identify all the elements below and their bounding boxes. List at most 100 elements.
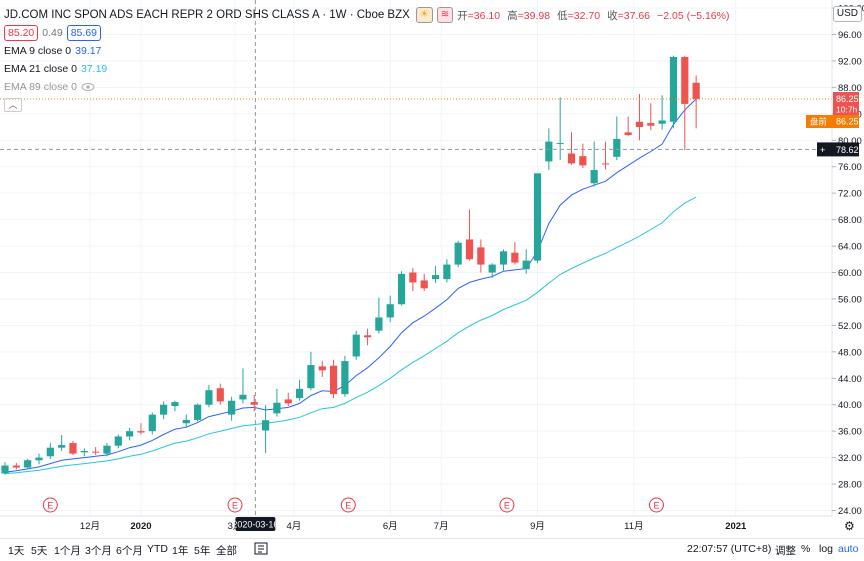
earnings-marker[interactable]: E: [227, 497, 243, 513]
candle: [409, 267, 417, 292]
candle-body: [431, 275, 440, 280]
earnings-letter: E: [345, 501, 351, 511]
candle: [318, 361, 326, 377]
candle: [216, 383, 224, 405]
eye-hidden-icon[interactable]: [81, 82, 95, 92]
y-tick-label: 44.00: [838, 374, 862, 385]
high-label: 高: [507, 9, 518, 22]
y-tick-label: 64.00: [838, 242, 862, 253]
close-value: =37.66: [617, 9, 651, 22]
range-all[interactable]: 全部: [216, 545, 237, 557]
candle-body: [160, 404, 168, 415]
candle-body: [488, 264, 496, 273]
auto-toggle[interactable]: auto: [838, 543, 859, 555]
candle: [431, 265, 440, 284]
y-tick-label: 68.00: [838, 215, 862, 226]
settings-gear-icon[interactable]: ⚙: [844, 519, 855, 533]
price-axis[interactable]: 24.00 28.00 32.00 36.00 40.00 44.00 48.00 52.00…: [806, 0, 864, 533]
ema21-line: [4, 196, 697, 474]
candle-body: [522, 260, 530, 270]
candle-body: [69, 443, 77, 454]
candle: [160, 401, 168, 420]
ask-price[interactable]: 85.69: [66, 25, 101, 41]
range-ytd[interactable]: YTD: [147, 543, 168, 555]
candle: [92, 447, 100, 455]
ema89-legend[interactable]: EMA 89 close 0: [4, 78, 733, 96]
candle: [443, 259, 451, 283]
y-tick-label: 28.00: [838, 480, 862, 491]
crosshair-price-text: 78.62: [836, 145, 859, 155]
candle-body: [681, 56, 689, 104]
candles-layer: [1, 55, 700, 475]
candle-body: [658, 120, 666, 124]
candle: [58, 435, 66, 451]
ema21-name: EMA 21 close 0: [4, 63, 77, 75]
candle-body: [194, 404, 202, 420]
range-1m[interactable]: 1个月: [54, 545, 81, 557]
log-toggle[interactable]: log: [819, 543, 834, 555]
earnings-marker[interactable]: E: [648, 497, 664, 513]
x-tick-label: 12月: [80, 521, 100, 532]
open-value: =36.10: [467, 9, 501, 22]
candle: [397, 271, 406, 306]
last-price-text: 86.25: [836, 94, 859, 104]
candle-body: [363, 335, 372, 338]
market-open-icon[interactable]: ☀: [415, 7, 433, 23]
candle-body: [261, 420, 270, 431]
candle: [228, 396, 236, 421]
y-tick-label: 80.00: [838, 136, 862, 147]
adjust-toggle[interactable]: 调整: [775, 545, 796, 557]
range-1d[interactable]: 1天: [8, 545, 25, 557]
range-3m[interactable]: 3个月: [85, 545, 112, 557]
candle-body: [454, 242, 462, 265]
candle-body: [545, 141, 553, 162]
percent-toggle[interactable]: %: [801, 543, 811, 555]
candle-body: [590, 170, 598, 184]
ema21-layer: [4, 196, 697, 474]
earnings-marker[interactable]: E: [499, 497, 515, 513]
candle-body: [477, 247, 485, 265]
range-5d[interactable]: 5天: [31, 545, 48, 557]
legend-toggle-row: ︿: [4, 96, 733, 114]
bid-price[interactable]: 85.20: [4, 25, 39, 41]
candle: [635, 94, 644, 141]
candle: [307, 351, 315, 391]
candle: [329, 359, 338, 399]
price-chart[interactable]: 24.00 28.00 32.00 36.00 40.00 44.00 48.00 52.00…: [0, 0, 864, 538]
candle-body: [171, 402, 179, 407]
time-axis[interactable]: 12月 2020 3月 4月 6月 7月 9月 11月 2021 2020-03-16: [0, 515, 832, 532]
candle: [511, 242, 519, 265]
range-5y[interactable]: 5年: [194, 545, 211, 557]
data-delay-icon[interactable]: ≋: [436, 7, 454, 23]
earnings-marker[interactable]: E: [340, 497, 356, 513]
candle: [613, 116, 621, 161]
clock-time[interactable]: 22:07:57 (UTC+8): [687, 543, 772, 555]
ema21-legend[interactable]: EMA 21 close 0 37.19: [4, 60, 733, 78]
compare-icon[interactable]: [254, 542, 268, 558]
earnings-circle: [648, 497, 664, 513]
change-value: −2.05 (−5.16%): [657, 9, 730, 22]
candle: [35, 453, 43, 465]
range-1y[interactable]: 1年: [172, 545, 189, 557]
x-tick-label: 11月: [624, 521, 643, 532]
x-tick-label: 4月: [287, 521, 302, 532]
candle-body: [24, 460, 32, 468]
candle-body: [137, 431, 145, 433]
range-6m[interactable]: 6个月: [116, 545, 143, 557]
candle-body: [148, 414, 156, 432]
currency-button[interactable]: USD: [832, 6, 862, 22]
candle-body: [386, 304, 394, 318]
ema9-legend[interactable]: EMA 9 close 0 39.17: [4, 42, 733, 60]
earnings-marker[interactable]: E: [42, 497, 58, 513]
collapse-legend-icon[interactable]: ︿: [4, 98, 22, 112]
countdown-text: 10:7h: [836, 105, 858, 115]
crosshair-date-label: 2020-03-16: [232, 517, 278, 531]
symbol-row: JD.COM INC SPON ADS EACH REPR 2 ORD SHS …: [4, 6, 733, 24]
candle: [488, 263, 496, 278]
bottom-toolbar: 1天 5天 1个月 3个月 6个月 YTD 1年 5年 全部 22:07:57 …: [0, 538, 864, 561]
y-tick-label: 48.00: [838, 347, 862, 358]
candle-body: [465, 239, 474, 260]
candle: [284, 392, 292, 407]
y-tick-label: 56.00: [838, 294, 862, 305]
earnings-circle: [340, 497, 356, 513]
